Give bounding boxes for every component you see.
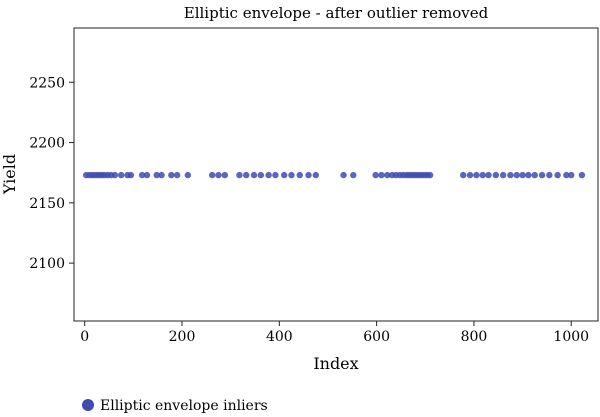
x-tick-label: 600 (363, 329, 390, 345)
data-point (507, 171, 514, 179)
data-point (143, 171, 151, 179)
data-point (158, 171, 165, 179)
data-point (312, 171, 320, 179)
data-point (568, 171, 575, 179)
data-point (546, 171, 553, 179)
data-point (519, 171, 526, 179)
y-tick-label: 2150 (29, 196, 65, 212)
plot-frame (73, 27, 599, 322)
data-point (340, 171, 347, 179)
data-point (296, 171, 303, 179)
data-point (513, 171, 520, 179)
data-point (305, 171, 312, 179)
data-point (208, 171, 216, 179)
x-tick-label: 200 (169, 329, 196, 345)
data-point (554, 171, 561, 179)
y-tick-label: 2100 (29, 256, 65, 272)
data-point (384, 171, 391, 179)
data-point (426, 171, 434, 179)
data-point (578, 171, 586, 179)
data-point (257, 171, 265, 179)
data-point (499, 171, 507, 179)
data-points (82, 171, 586, 179)
y-axis-label: Yield (0, 154, 19, 195)
data-point (243, 171, 250, 179)
legend-marker (82, 399, 94, 411)
data-point (485, 171, 492, 179)
legend-label: Elliptic envelope inliers (100, 398, 268, 414)
data-point (173, 171, 181, 179)
x-axis-ticks: 0 200 400 600 800 1000 (80, 321, 589, 345)
x-tick-label: 800 (461, 329, 488, 345)
data-point (215, 171, 222, 179)
y-tick-label: 2250 (29, 75, 65, 91)
data-point (250, 171, 258, 179)
data-point (280, 171, 288, 179)
data-point (492, 171, 500, 179)
data-point (221, 171, 229, 179)
data-point (272, 171, 279, 179)
data-point (236, 171, 243, 179)
y-tick-label: 2200 (29, 136, 65, 152)
data-point (184, 171, 192, 179)
data-point (525, 171, 532, 179)
data-point (288, 171, 295, 179)
data-point (153, 171, 160, 179)
data-point (473, 171, 480, 179)
data-point (563, 171, 570, 179)
y-axis-ticks: 2100 2150 2200 2250 (29, 75, 74, 272)
data-point (127, 171, 135, 179)
data-point (460, 171, 467, 179)
data-point (138, 171, 146, 179)
x-tick-label: 400 (266, 329, 293, 345)
data-point (531, 171, 538, 179)
data-point (117, 171, 125, 179)
data-point (111, 171, 119, 179)
data-point (538, 171, 546, 179)
data-point (479, 171, 486, 179)
x-tick-label: 0 (80, 329, 89, 345)
x-tick-label: 1000 (553, 329, 589, 345)
data-point (378, 171, 385, 179)
chart-title: Elliptic envelope - after outlier remove… (184, 4, 489, 22)
legend: Elliptic envelope inliers (82, 398, 268, 414)
data-point (168, 171, 175, 179)
data-point (265, 171, 272, 179)
data-point (372, 171, 379, 179)
x-axis-label: Index (313, 354, 358, 373)
data-point (350, 171, 357, 179)
data-point (466, 171, 474, 179)
